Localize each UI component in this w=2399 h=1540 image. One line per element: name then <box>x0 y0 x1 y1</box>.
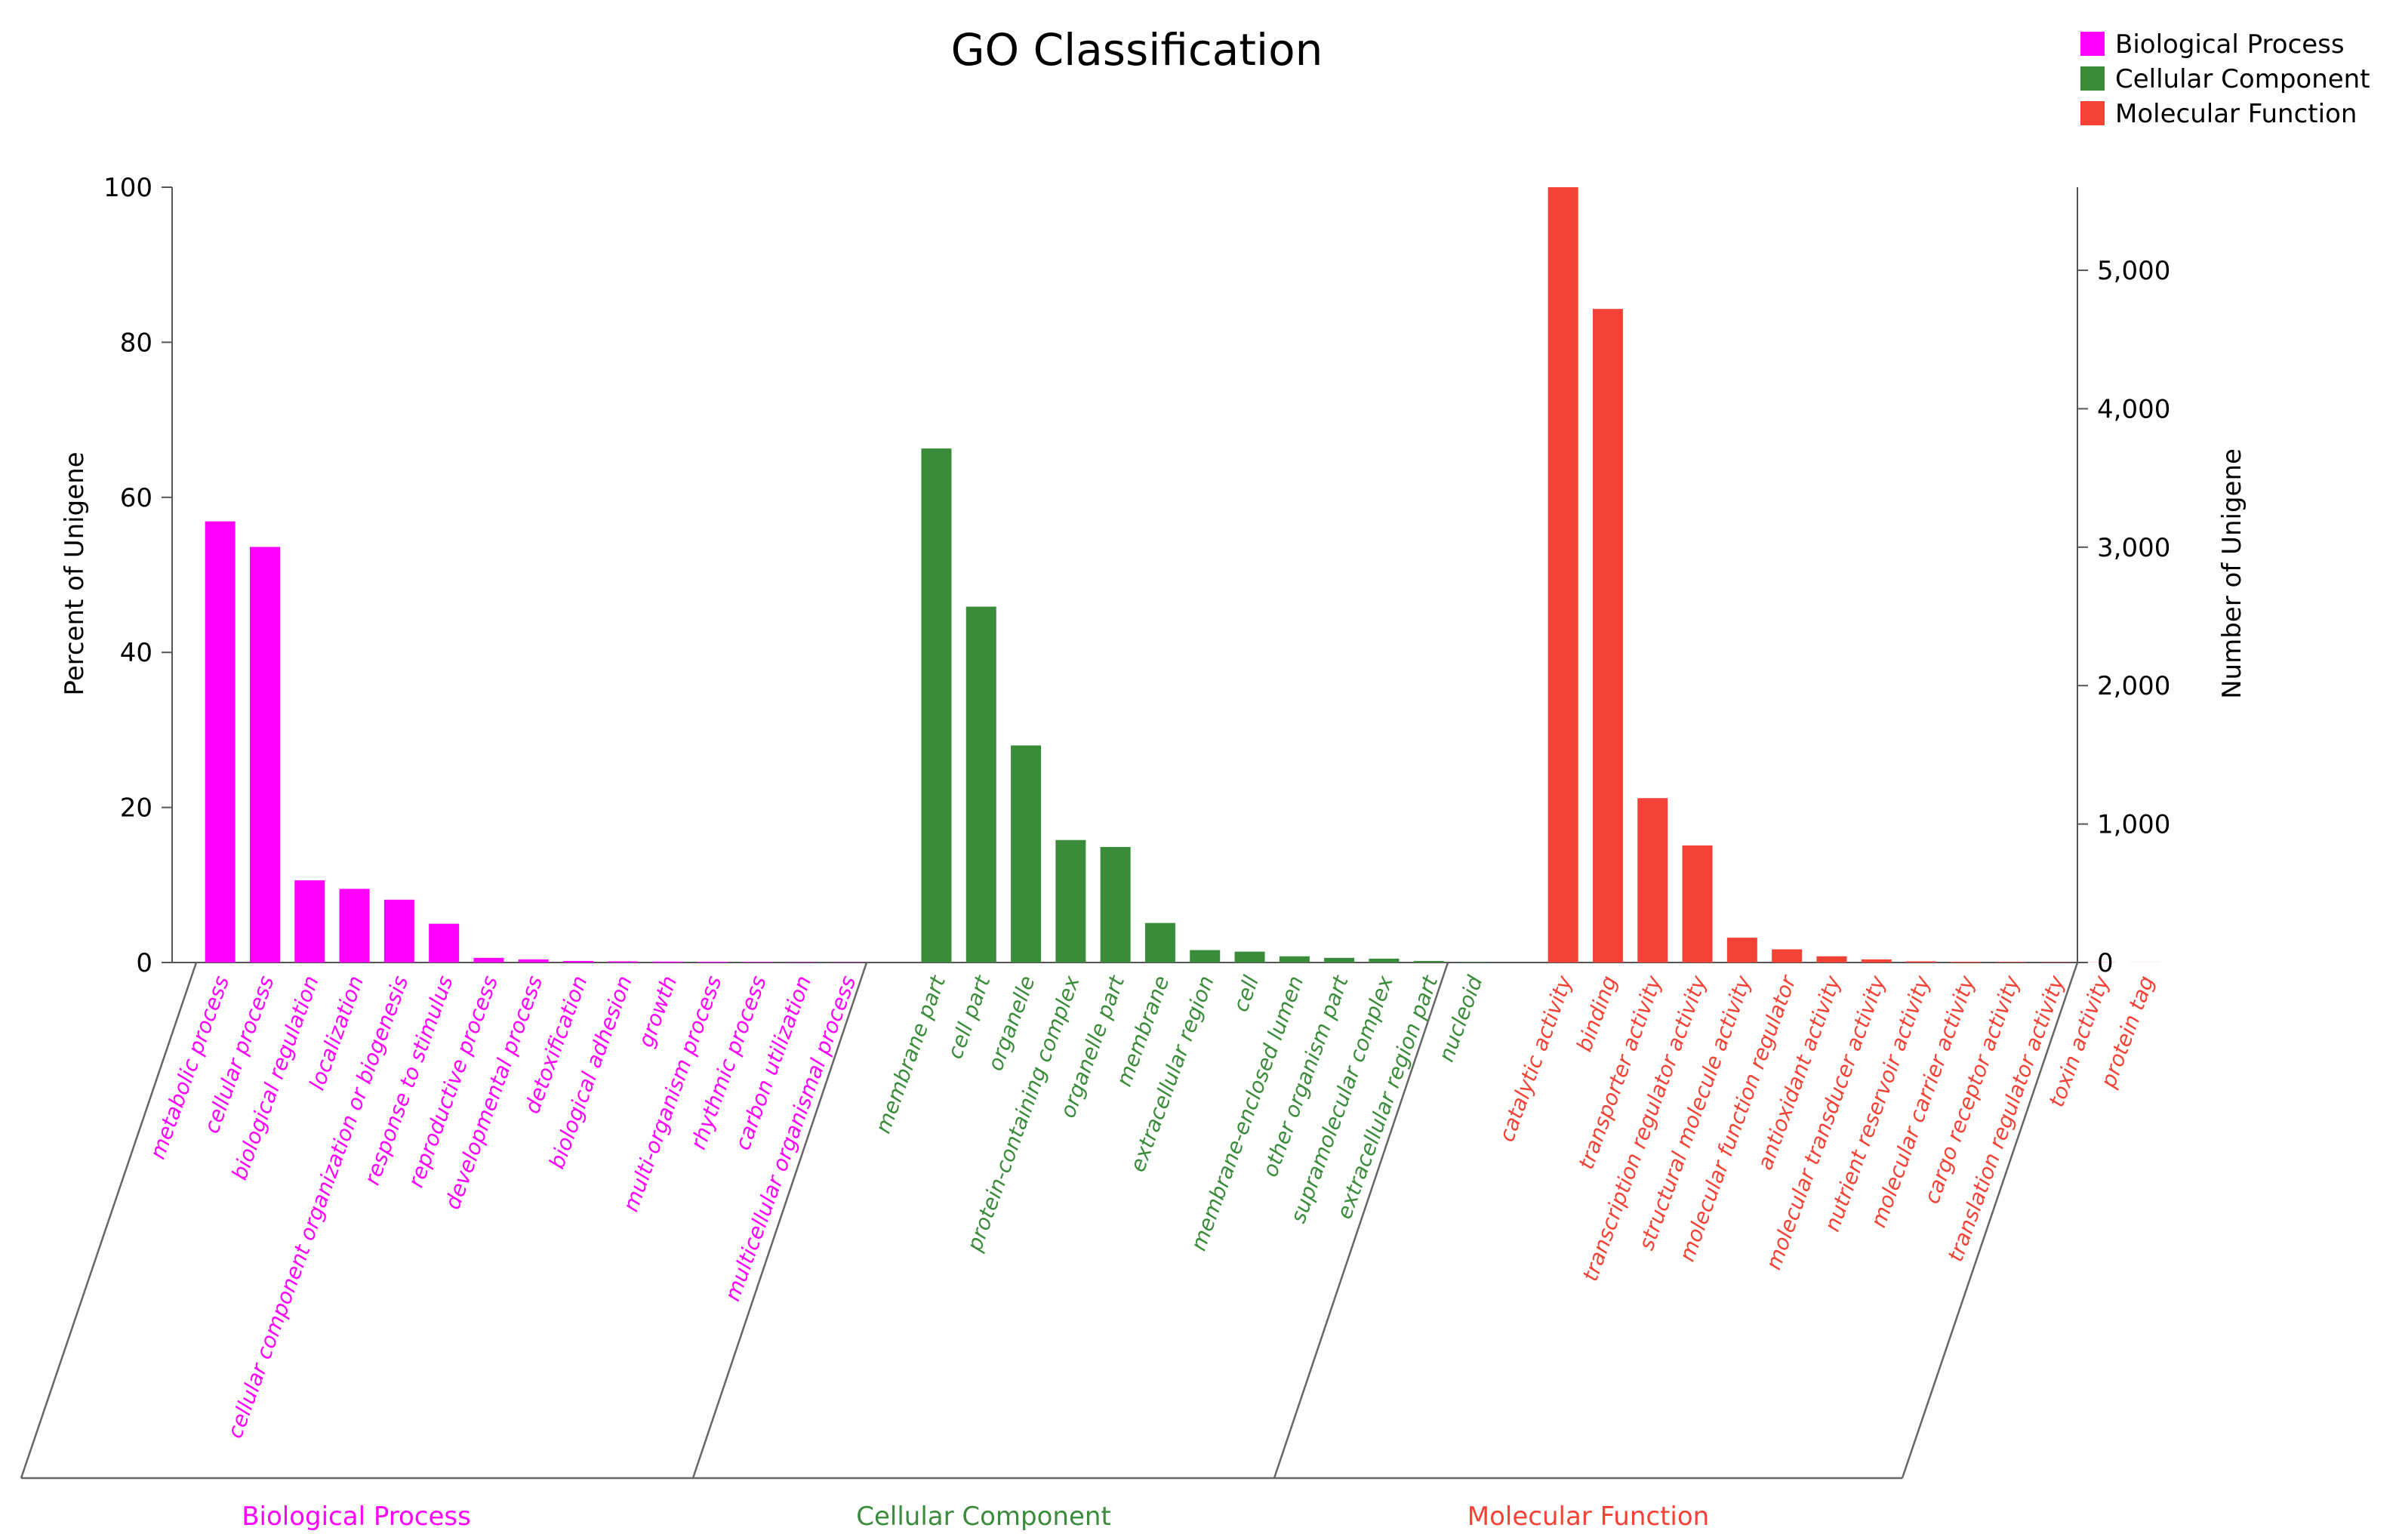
group-label-cellular-component: Cellular Component <box>856 1502 1111 1532</box>
bar-biological-process-3 <box>339 889 370 962</box>
bar-cellular-component-7 <box>1234 951 1265 962</box>
right-tick-label: 4,000 <box>2097 394 2170 424</box>
bar-cellular-component-4 <box>1100 846 1131 962</box>
bar-biological-process-0 <box>205 521 236 962</box>
bar-molecular-function-8 <box>1906 961 1937 962</box>
left-tick-label: 80 <box>120 328 152 358</box>
bar-biological-process-8 <box>563 960 594 962</box>
legend-label-molecular-function: Molecular Function <box>2115 99 2357 129</box>
panel-outline <box>20 962 2079 1480</box>
left-axis-label: Percent of Unigene <box>60 451 90 695</box>
bar-molecular-function-2 <box>1637 798 1668 962</box>
bar-biological-process-1 <box>249 547 280 962</box>
left-axis-ticks: 0 20 40 60 80 100 <box>103 173 172 978</box>
bar-molecular-function-1 <box>1592 309 1623 962</box>
right-tick-label: 5,000 <box>2097 256 2170 286</box>
legend-label-cellular-component: Cellular Component <box>2115 64 2370 94</box>
bar-molecular-function-7 <box>1861 959 1892 962</box>
bar-molecular-function-0 <box>1547 187 1578 962</box>
legend: Biological Process Cellular Component Mo… <box>2080 29 2370 129</box>
bar-cellular-component-9 <box>1324 957 1355 962</box>
legend-label-biological-process: Biological Process <box>2115 29 2345 60</box>
category-label: binding <box>1572 972 1622 1055</box>
panel-divider-2 <box>1273 962 1449 1479</box>
right-axis-label: Number of Unigene <box>2217 448 2247 699</box>
bar-cellular-component-11 <box>1413 960 1444 962</box>
chart-title: GO Classification <box>951 24 1323 75</box>
bar-cellular-component-5 <box>1144 922 1175 962</box>
bar-biological-process-9 <box>608 961 639 962</box>
bar-biological-process-4 <box>383 899 414 962</box>
right-tick-label: 3,000 <box>2097 533 2170 563</box>
bar-molecular-function-5 <box>1772 949 1803 962</box>
group-label-molecular-function: Molecular Function <box>1467 1502 1709 1532</box>
bar-cellular-component-3 <box>1055 839 1086 962</box>
bar-cellular-component-8 <box>1279 956 1310 962</box>
category-label: cell <box>1228 972 1264 1015</box>
right-tick-label: 2,000 <box>2097 671 2170 701</box>
right-tick-label: 1,000 <box>2097 810 2170 840</box>
left-tick-label: 40 <box>120 638 152 668</box>
bar-molecular-function-3 <box>1682 845 1713 962</box>
legend-swatch-cellular-component <box>2080 66 2105 91</box>
left-tick-label: 60 <box>120 483 152 513</box>
legend-swatch-molecular-function <box>2080 101 2105 125</box>
left-tick-label: 100 <box>103 173 152 203</box>
legend-swatch-biological-process <box>2080 32 2105 56</box>
bar-cellular-component-6 <box>1190 950 1221 962</box>
bar-cellular-component-1 <box>965 606 996 962</box>
right-axis-ticks: 0 1,000 2,000 3,000 4,000 5,000 <box>2077 256 2170 978</box>
bar-cellular-component-2 <box>1011 745 1042 962</box>
category-label: nucleoid <box>1434 972 1488 1065</box>
panel-divider-1 <box>691 962 868 1479</box>
bar-biological-process-5 <box>429 923 460 962</box>
category-label: cell part <box>942 972 996 1062</box>
panel-divider-0 <box>20 962 198 1479</box>
category-label: growth <box>633 972 682 1050</box>
right-tick-label: 0 <box>2097 948 2114 978</box>
bar-molecular-function-6 <box>1816 956 1847 962</box>
panel-divider-3 <box>1901 962 2079 1479</box>
bar-biological-process-2 <box>294 880 325 962</box>
category-label: catalytic activity <box>1494 972 1577 1145</box>
bar-cellular-component-10 <box>1369 958 1400 962</box>
bars <box>205 187 2160 962</box>
bar-biological-process-6 <box>473 957 504 962</box>
bar-molecular-function-4 <box>1726 938 1757 962</box>
left-tick-label: 20 <box>120 793 152 824</box>
bar-cellular-component-0 <box>921 448 952 962</box>
group-label-biological-process: Biological Process <box>242 1502 471 1532</box>
bar-biological-process-7 <box>518 959 549 962</box>
category-label: membrane part <box>870 972 950 1137</box>
left-tick-label: 0 <box>136 948 152 978</box>
